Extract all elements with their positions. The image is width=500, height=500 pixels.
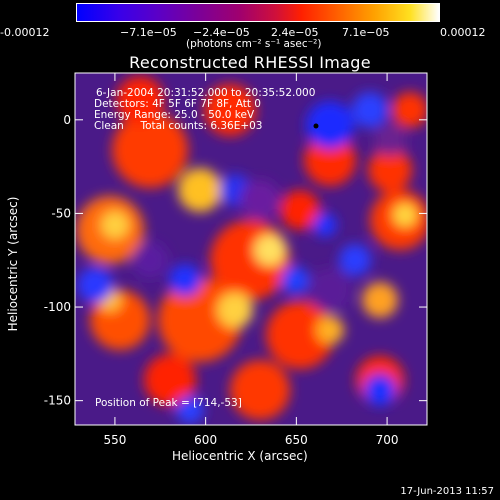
plot-frame [74, 72, 428, 426]
heatmap-blobs [76, 76, 427, 424]
heatmap-blob-27 [77, 267, 113, 303]
heatmap-blob-29 [281, 266, 309, 294]
peak-position-text: Position of Peak = [714,-53] [95, 397, 242, 409]
heatmap-blob-1 [178, 168, 222, 212]
heatmap-blob-13 [393, 203, 417, 227]
y-axis-ticks: 0 -50 -100 -150 [44, 113, 427, 408]
heatmap-blob-7 [217, 292, 253, 328]
heatmap-blob-16 [144, 354, 196, 406]
heatmap-blob-20 [116, 76, 164, 124]
heatmap-blob-30 [339, 244, 371, 276]
heatmap-blob-5 [254, 234, 286, 266]
x-axis-label: Heliocentric X (arcsec) [172, 449, 308, 463]
heatmap-blob-22 [392, 92, 427, 128]
peak-marker [313, 123, 319, 129]
heatmap-blob-36 [132, 242, 168, 278]
colorbar-tick-2: −2.4e−05 [193, 26, 250, 39]
heatmap-blob-28 [169, 264, 201, 296]
colorbar-unit-label: (photons cm⁻² s⁻¹ asec⁻²) [186, 38, 322, 50]
info-line-counts: Clean Total counts: 6.36E+03 [94, 120, 263, 132]
colorbar-tick-1: −7.1e−05 [120, 26, 177, 39]
colorbar-tick-4: 7.1e−05 [342, 26, 390, 39]
heatmap-blob-24 [306, 101, 354, 149]
heatmap-blob-11 [316, 316, 344, 344]
colorbar-tick-3: 2.4e−05 [271, 26, 319, 39]
info-line-detectors: Detectors: 4F 5F 6F 7F 8F, Att 0 [94, 98, 261, 110]
heatmap-blob-14 [304, 134, 356, 186]
colorbar [76, 3, 440, 22]
heatmap-blob-23 [280, 190, 320, 230]
heatmap-blob-21 [204, 84, 256, 136]
heatmap-blob-33 [313, 213, 337, 237]
x-axis-ticks: 550 600 650 700 [103, 73, 399, 447]
heatmap-blob-35 [308, 268, 352, 312]
info-line-time: 6-Jan-2004 20:31:52.000 to 20:35:52.000 [96, 87, 316, 99]
heatmap-blob-19 [362, 282, 398, 318]
heatmap-blob-17 [230, 360, 290, 420]
heatmap-blob-3 [101, 211, 129, 239]
x-tick-label-2: 650 [285, 433, 308, 447]
timestamp: 17-Jun-2013 11:57 [400, 486, 494, 497]
heatmap-blob-0 [112, 112, 188, 188]
heatmap-blob-10 [266, 301, 334, 369]
x-tick-label-1: 600 [194, 433, 217, 447]
colorbar-tick-0: -0.00012 [0, 26, 50, 39]
x-tick-label-0: 550 [103, 433, 126, 447]
heatmap-blob-15 [368, 148, 412, 192]
y-tick-label-0: 0 [63, 113, 71, 127]
chart-title: Reconstructed RHESSI Image [129, 53, 371, 72]
colorbar-tick-5: 0.00012 [440, 26, 486, 39]
x-tick-label-3: 700 [376, 433, 399, 447]
y-tick-label-1: -50 [51, 206, 71, 220]
info-line-energy: Energy Range: 25.0 - 50.0 keV [94, 109, 255, 121]
y-tick-label-3: -150 [44, 394, 71, 408]
heatmap-blob-34 [240, 180, 280, 220]
y-tick-label-2: -100 [44, 300, 71, 314]
heatmap-blob-25 [352, 92, 388, 128]
heatmap-blob-31 [364, 374, 396, 406]
y-axis-label: Heliocentric Y (arcsec) [6, 196, 20, 332]
heatmap-blob-32 [176, 396, 204, 424]
heatmap-blob-37 [374, 124, 406, 156]
